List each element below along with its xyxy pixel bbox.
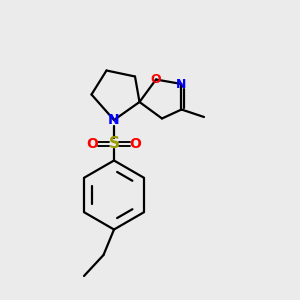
Text: S: S	[109, 136, 119, 152]
Text: N: N	[176, 77, 187, 91]
Text: O: O	[151, 73, 161, 86]
Text: O: O	[130, 137, 142, 151]
Text: N: N	[108, 113, 120, 127]
Text: O: O	[86, 137, 98, 151]
